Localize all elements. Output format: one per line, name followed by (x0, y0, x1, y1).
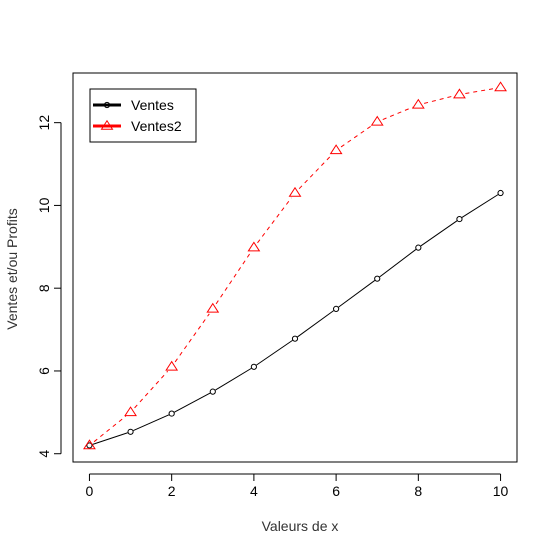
data-point-triangle (329, 144, 343, 155)
data-point-triangle (288, 186, 302, 197)
series-line-segment (420, 220, 458, 247)
series-line-segment (465, 88, 495, 94)
legend-item-ventes2: Ventes2 (93, 118, 182, 134)
y-tick-label: 10 (36, 197, 52, 213)
series-line-segment (174, 313, 210, 363)
data-point-circle (415, 244, 422, 251)
series-line-segment (215, 367, 252, 391)
data-point-circle (209, 388, 216, 395)
data-point-circle (86, 442, 93, 449)
y-tick-label: 12 (36, 115, 52, 131)
data-point-circle (127, 428, 134, 435)
data-point-triangle (124, 406, 137, 417)
series-line-segment (134, 370, 169, 409)
x-tick-label: 6 (332, 483, 340, 499)
series-line-segment (257, 197, 292, 244)
x-tick-label: 4 (250, 483, 258, 499)
series-line-segment (93, 415, 127, 443)
plot-frame (72, 72, 518, 463)
data-point-triangle (370, 115, 384, 126)
y-tick-label: 4 (36, 450, 52, 458)
series-line-segment (92, 432, 128, 445)
data-point-circle (374, 275, 381, 282)
y-tick-label: 6 (36, 367, 52, 375)
series-ventes2 (83, 81, 507, 450)
y-axis-label: Ventes et/ou Profits (4, 208, 20, 329)
series-line-segment (215, 252, 251, 305)
data-point-circle (497, 189, 504, 197)
data-point-triangle (100, 119, 114, 130)
legend-item-ventes: Ventes (93, 97, 174, 113)
x-tick-label: 8 (414, 483, 422, 499)
data-point-circle (250, 363, 257, 370)
data-point-triangle (247, 241, 261, 252)
data-point-circle (291, 335, 299, 342)
data-point-triangle (494, 81, 507, 92)
x-axis-label: Valeurs de x (262, 518, 339, 534)
legend: Ventes Ventes2 (89, 88, 197, 143)
legend-items: Ventes Ventes2 (93, 97, 182, 134)
data-point-triangle (83, 439, 96, 450)
x-tick-label: 10 (493, 483, 509, 499)
legend-box (89, 88, 197, 143)
series-line-segment (297, 310, 334, 338)
series-line-segment (461, 194, 499, 218)
series-line-segment (256, 339, 293, 366)
data-point-triangle (453, 88, 466, 99)
series-ventes (86, 189, 504, 449)
data-point-triangle (206, 302, 220, 313)
axes: 0 2 4 6 8 10 4 6 8 10 12 (36, 115, 509, 499)
legend-label: Ventes (131, 97, 174, 113)
data-point-circle (103, 101, 111, 109)
data-point-circle (333, 305, 340, 312)
series-line-segment (340, 124, 373, 148)
series-layer (83, 81, 507, 450)
series-line-segment (174, 392, 211, 413)
x-tick-label: 2 (168, 483, 176, 499)
series-line-segment (379, 249, 417, 278)
data-point-triangle (165, 360, 179, 371)
y-tick-label: 8 (36, 284, 52, 292)
data-point-circle (168, 410, 175, 417)
series-line-segment (382, 106, 413, 121)
series-line-segment (338, 280, 376, 308)
legend-label: Ventes2 (131, 118, 182, 134)
data-point-circle (456, 215, 463, 223)
series-line-segment (133, 414, 170, 432)
x-tick-label: 0 (86, 483, 94, 499)
series-line-segment (424, 95, 454, 104)
data-point-triangle (411, 98, 425, 109)
